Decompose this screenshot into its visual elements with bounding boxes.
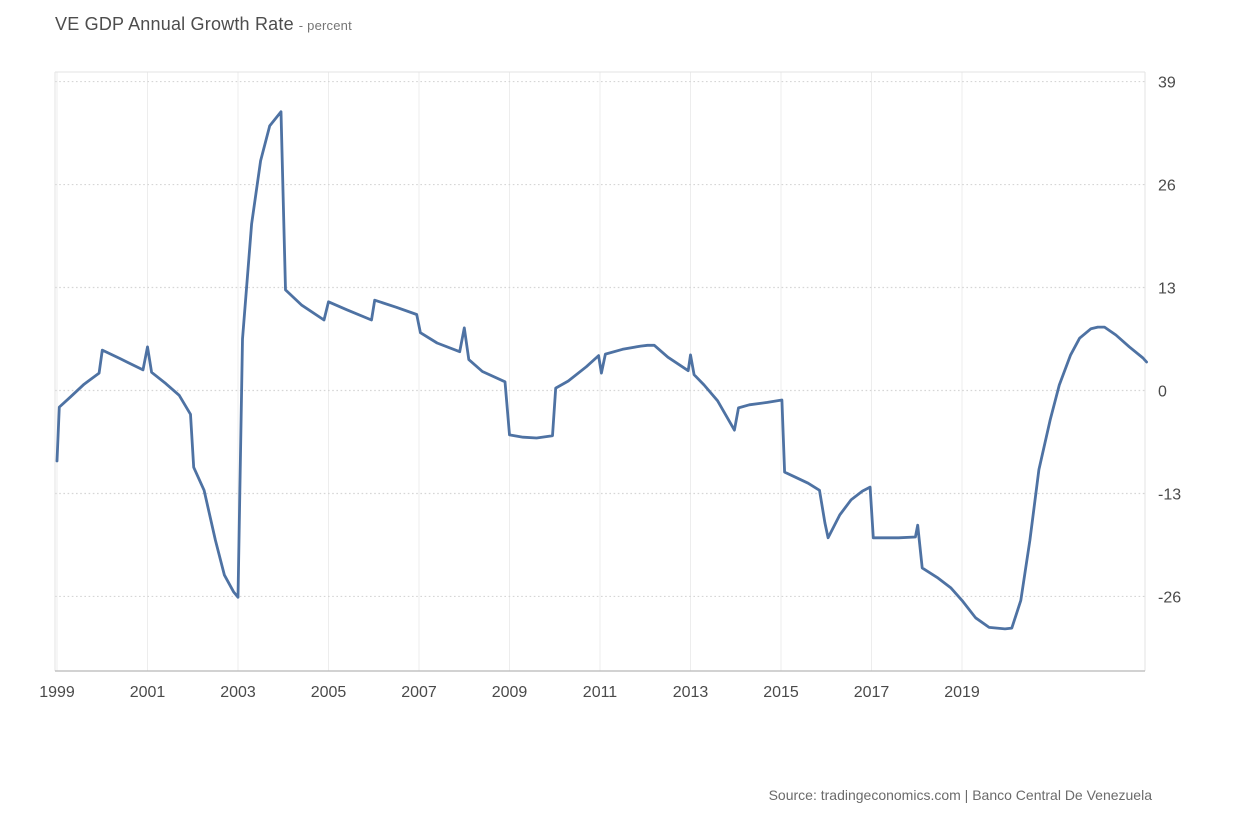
plot-border [54, 71, 1146, 672]
x-tick-label: 2009 [492, 684, 528, 701]
x-tick-label: 2005 [311, 684, 347, 701]
x-tick-label: 1999 [39, 684, 75, 701]
y-tick-label: 13 [1158, 281, 1176, 298]
y-tick-label: 26 [1158, 178, 1176, 195]
chart-title: VE GDP Annual Growth Rate - percent [55, 14, 352, 35]
y-tick-label: 0 [1158, 384, 1167, 401]
y-axis-tick-labels: 39 26 13 0 -13 -26 [1158, 75, 1181, 607]
x-tick-label: 2019 [944, 684, 980, 701]
vertical-gridlines [56, 72, 963, 671]
source-attribution: Source: tradingeconomics.com | Banco Cen… [768, 787, 1152, 803]
y-tick-label: 39 [1158, 75, 1176, 92]
chart-title-main: VE GDP Annual Growth Rate [55, 14, 294, 34]
y-tick-label: -13 [1158, 486, 1181, 503]
x-tick-label: 2001 [130, 684, 166, 701]
x-tick-label: 2017 [854, 684, 890, 701]
series-lines [55, 110, 1148, 631]
x-axis-tick-labels: 1999 2001 2003 2005 2007 2009 2011 2013 2015 2017… [39, 684, 980, 701]
chart-title-unit: - percent [298, 18, 352, 33]
x-tick-label: 2007 [401, 684, 437, 701]
gdp-growth-line [55, 110, 1148, 631]
x-tick-label: 2011 [583, 684, 618, 701]
x-tick-label: 2013 [673, 684, 709, 701]
x-tick-label: 2003 [220, 684, 256, 701]
x-tick-label: 2015 [763, 684, 799, 701]
y-tick-label: -26 [1158, 589, 1181, 606]
